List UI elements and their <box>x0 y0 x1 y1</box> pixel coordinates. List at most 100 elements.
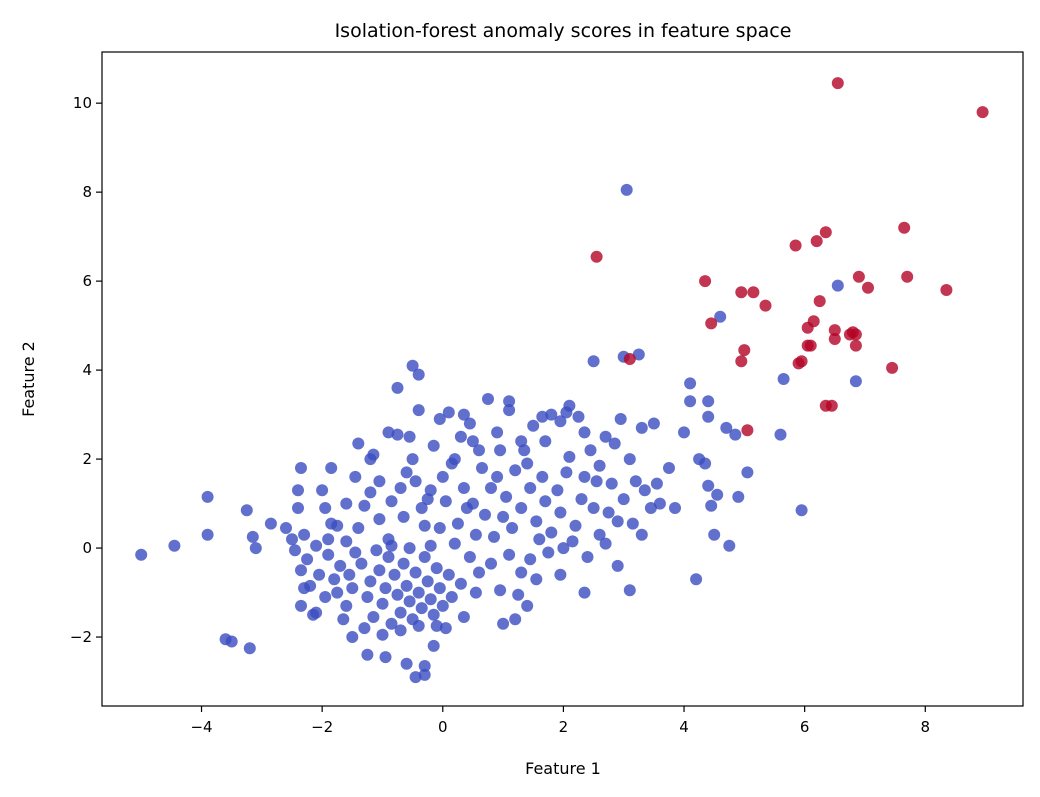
normal-point <box>168 539 181 552</box>
normal-point <box>427 608 440 621</box>
normal-point <box>460 502 473 514</box>
normal-point <box>382 426 395 439</box>
anomaly-point <box>825 399 838 412</box>
normal-point <box>385 617 398 630</box>
normal-point <box>699 457 712 470</box>
normal-point <box>491 470 504 483</box>
normal-point <box>400 466 413 479</box>
normal-point <box>539 495 552 508</box>
x-axis-label: Feature 1 <box>525 759 601 778</box>
normal-point <box>436 470 449 483</box>
normal-point <box>533 533 546 546</box>
normal-point <box>240 504 253 517</box>
normal-point <box>599 537 612 550</box>
normal-point <box>367 448 380 461</box>
normal-point <box>605 477 618 490</box>
normal-point <box>391 381 404 394</box>
normal-point <box>524 482 537 494</box>
y-tick-label: 4 <box>82 361 92 379</box>
normal-point <box>690 573 703 586</box>
normal-point <box>608 437 621 450</box>
normal-point <box>424 593 437 606</box>
anomaly-point <box>852 270 865 283</box>
normal-point <box>720 421 733 434</box>
normal-point <box>457 611 470 623</box>
normal-point <box>644 502 657 514</box>
normal-point <box>729 428 742 441</box>
normal-point <box>473 566 485 579</box>
normal-point <box>457 482 470 494</box>
normal-point <box>439 495 452 508</box>
normal-point <box>626 517 639 530</box>
normal-point <box>542 546 555 559</box>
normal-point <box>849 375 862 388</box>
normal-point <box>325 462 338 474</box>
normal-point <box>415 502 428 514</box>
normal-point <box>406 359 419 372</box>
anomaly-point <box>886 361 899 374</box>
points-layer <box>135 77 989 684</box>
normal-point <box>292 502 304 514</box>
normal-point <box>421 575 434 588</box>
normal-point <box>394 624 407 637</box>
normal-point <box>635 421 648 434</box>
normal-point <box>286 533 298 546</box>
normal-point <box>322 533 335 546</box>
anomaly-point <box>940 284 953 296</box>
normal-point <box>545 526 558 539</box>
y-tick-label: 10 <box>73 94 92 112</box>
anomaly-point <box>795 355 808 368</box>
normal-point <box>629 475 642 488</box>
normal-point <box>563 450 576 463</box>
anomaly-point <box>862 281 874 294</box>
anomaly-point <box>735 355 748 368</box>
normal-point <box>319 591 332 603</box>
normal-point <box>485 557 497 570</box>
normal-point <box>581 551 594 563</box>
normal-point <box>723 539 736 552</box>
y-ticks: −2 0 2 4 6 8 10 <box>70 94 102 646</box>
normal-point <box>454 430 467 443</box>
normal-point <box>427 439 440 452</box>
normal-point <box>355 557 368 570</box>
normal-point <box>509 613 522 626</box>
y-axis-label: Feature 2 <box>19 341 38 417</box>
normal-point <box>430 619 443 632</box>
normal-point <box>367 611 380 623</box>
normal-point <box>415 602 428 615</box>
anomaly-point <box>804 339 817 352</box>
normal-point <box>289 544 301 557</box>
normal-point <box>469 586 482 599</box>
normal-point <box>563 399 576 412</box>
normal-point <box>578 426 591 439</box>
normal-point <box>479 508 491 521</box>
plot-frame <box>101 51 1024 707</box>
normal-point <box>409 671 422 684</box>
normal-point <box>578 586 591 599</box>
normal-point <box>352 437 365 450</box>
normal-point <box>635 528 648 541</box>
normal-point <box>530 515 543 528</box>
normal-point <box>647 417 660 430</box>
normal-point <box>412 619 425 632</box>
normal-point <box>777 373 790 385</box>
normal-point <box>684 395 697 408</box>
normal-point <box>301 553 314 566</box>
normal-point <box>521 599 534 612</box>
normal-point <box>584 444 597 457</box>
plot-area <box>102 52 1023 706</box>
normal-point <box>611 559 624 572</box>
normal-point <box>346 582 359 595</box>
normal-point <box>515 566 528 579</box>
normal-point <box>298 528 311 541</box>
normal-point <box>295 564 307 577</box>
normal-point <box>795 504 808 517</box>
normal-point <box>397 510 410 523</box>
normal-point <box>403 542 416 555</box>
normal-point <box>331 586 344 599</box>
normal-point <box>599 430 612 443</box>
normal-point <box>569 519 582 532</box>
normal-point <box>310 606 323 619</box>
y-tick-label: 2 <box>82 450 92 468</box>
